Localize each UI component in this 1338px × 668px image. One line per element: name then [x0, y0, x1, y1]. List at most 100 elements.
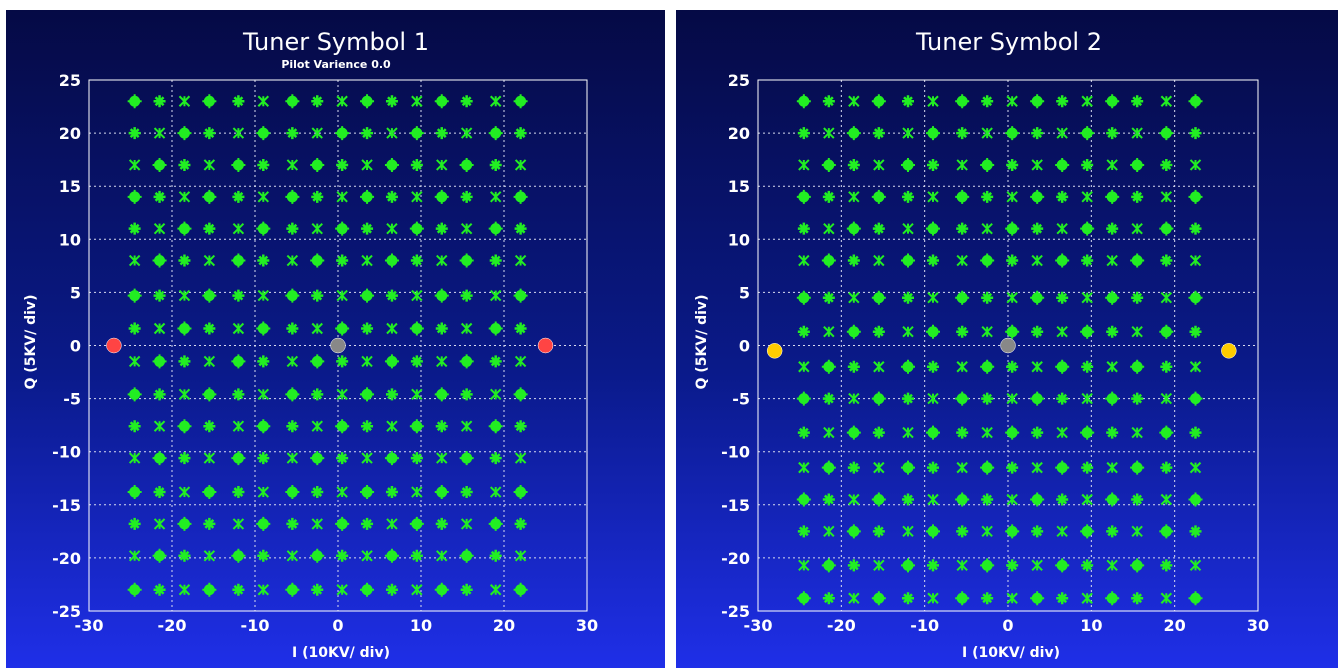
constellation-point	[231, 253, 246, 268]
constellation-point	[981, 325, 993, 338]
constellation-point	[796, 591, 811, 606]
constellation-point	[1106, 254, 1118, 267]
constellation-point	[202, 189, 217, 204]
constellation-point	[384, 354, 399, 369]
constellation-point	[488, 321, 503, 336]
constellation-point	[871, 94, 886, 109]
constellation-point	[902, 493, 914, 506]
constellation-point	[409, 221, 424, 236]
constellation-point	[514, 159, 527, 171]
constellation-point	[410, 254, 423, 267]
constellation-point	[257, 158, 270, 171]
constellation-point	[927, 254, 939, 267]
constellation-point	[336, 95, 348, 107]
constellation-point	[956, 559, 968, 572]
marker-point	[1221, 343, 1237, 359]
constellation-point	[1160, 191, 1173, 203]
y-axis-label: Q (5KV/ div)	[694, 295, 710, 390]
constellation-point	[489, 549, 502, 562]
constellation-point	[489, 452, 502, 465]
constellation-point	[361, 452, 373, 464]
constellation-point	[285, 94, 300, 109]
constellation-point	[798, 159, 810, 171]
x-tick-label: -30	[75, 616, 104, 635]
constellation-point	[410, 549, 423, 562]
constellation-point	[360, 288, 375, 303]
constellation-point	[1056, 325, 1068, 338]
constellation-point	[1031, 461, 1043, 474]
constellation-point	[489, 388, 502, 401]
constellation-point	[956, 325, 969, 338]
constellation-point	[901, 359, 915, 374]
constellation-point	[796, 189, 811, 204]
constellation-point	[1055, 253, 1070, 268]
constellation-point	[871, 492, 886, 507]
constellation-point	[434, 288, 449, 303]
constellation-point	[956, 254, 968, 267]
constellation-point	[1080, 524, 1095, 539]
y-tick-label: -20	[721, 549, 750, 568]
constellation-point	[1188, 189, 1203, 204]
marker-point	[537, 337, 554, 354]
constellation-point	[410, 452, 423, 465]
constellation-point	[848, 292, 860, 304]
constellation-point	[1160, 493, 1173, 506]
constellation-point	[823, 222, 835, 235]
constellation-point	[336, 289, 348, 302]
constellation-point	[203, 322, 216, 335]
x-tick-label: 0	[332, 616, 343, 635]
constellation-point	[847, 461, 860, 474]
constellation-point	[1081, 392, 1093, 405]
constellation-point	[435, 322, 448, 335]
constellation-point	[1005, 425, 1020, 440]
constellation-point	[1081, 95, 1093, 107]
constellation-point	[360, 387, 375, 402]
constellation-point	[336, 486, 348, 498]
constellation-point	[514, 127, 527, 140]
constellation-point	[1160, 95, 1173, 107]
constellation-point	[1131, 525, 1143, 538]
constellation-chart-2: Tuner Symbol 2 I (10KV/ div) Q (5KV/ div…	[694, 28, 1269, 661]
x-tick-label: 20	[493, 616, 515, 635]
constellation-point	[1081, 191, 1093, 203]
constellation-point	[1160, 392, 1173, 405]
constellation-point	[1031, 361, 1043, 373]
constellation-point	[203, 159, 216, 171]
constellation-point	[311, 518, 323, 530]
constellation-point	[232, 322, 245, 335]
constellation-point	[873, 159, 885, 171]
constellation-point	[435, 127, 448, 140]
constellation-point	[411, 191, 423, 203]
constellation-point	[310, 253, 325, 268]
constellation-point	[797, 222, 810, 235]
constellation-point	[980, 359, 995, 374]
y-tick-label: -20	[52, 549, 81, 568]
constellation-point	[178, 388, 191, 401]
constellation-point	[956, 361, 968, 373]
constellation-point	[1030, 492, 1045, 507]
constellation-point	[128, 127, 141, 140]
constellation-point	[1006, 493, 1018, 506]
constellation-point	[436, 355, 448, 368]
constellation-point	[361, 322, 374, 335]
constellation-point	[361, 355, 373, 368]
constellation-point	[980, 460, 995, 475]
constellation-point	[981, 222, 993, 235]
constellation-point	[434, 189, 449, 204]
constellation-point	[384, 548, 399, 563]
x-tick-label: -20	[158, 616, 187, 635]
constellation-point	[514, 322, 527, 335]
constellation-point	[1031, 222, 1044, 235]
constellation-point	[513, 582, 528, 597]
constellation-point	[927, 191, 939, 203]
constellation-point	[127, 485, 142, 500]
constellation-point	[955, 492, 970, 507]
constellation-point	[128, 159, 141, 171]
constellation-point	[153, 322, 166, 335]
constellation-point	[1056, 525, 1068, 538]
constellation-point	[231, 354, 246, 369]
constellation-point	[460, 289, 473, 302]
constellation-point	[1160, 360, 1173, 373]
constellation-point	[409, 419, 424, 434]
constellation-point	[128, 452, 141, 464]
